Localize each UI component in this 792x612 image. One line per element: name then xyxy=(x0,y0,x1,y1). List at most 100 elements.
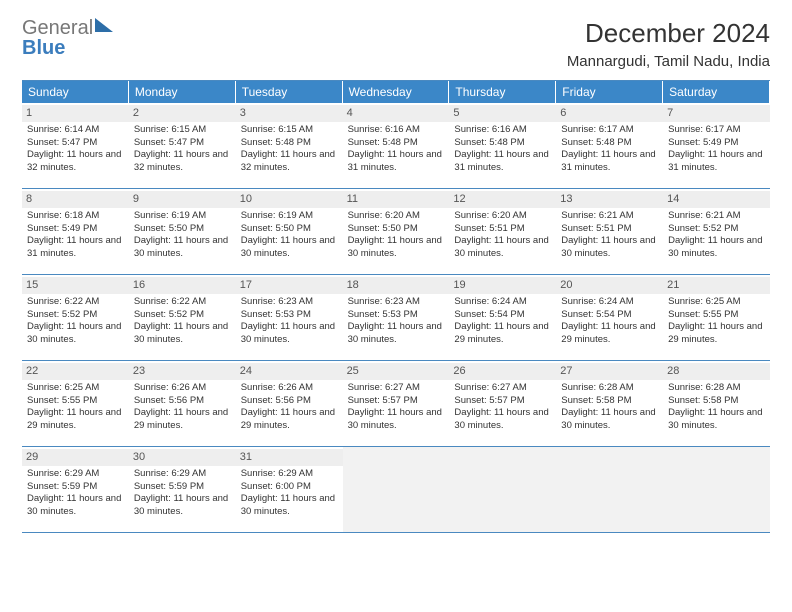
day-number: 9 xyxy=(129,191,236,208)
day-info: Sunrise: 6:17 AMSunset: 5:49 PMDaylight:… xyxy=(667,124,766,175)
logo-text: General Blue xyxy=(22,18,113,58)
day-number: 4 xyxy=(343,105,450,122)
dow-header: Monday xyxy=(129,81,236,103)
dow-header: Tuesday xyxy=(236,81,343,103)
calendar-grid: SundayMondayTuesdayWednesdayThursdayFrid… xyxy=(22,80,770,533)
calendar-cell xyxy=(449,447,556,533)
day-number: 1 xyxy=(22,105,129,122)
day-number: 3 xyxy=(236,105,343,122)
calendar-cell: 10Sunrise: 6:19 AMSunset: 5:50 PMDayligh… xyxy=(236,189,343,275)
day-number: 24 xyxy=(236,363,343,380)
day-info: Sunrise: 6:16 AMSunset: 5:48 PMDaylight:… xyxy=(347,124,446,175)
day-info: Sunrise: 6:29 AMSunset: 5:59 PMDaylight:… xyxy=(26,468,125,519)
day-info: Sunrise: 6:24 AMSunset: 5:54 PMDaylight:… xyxy=(560,296,659,347)
day-info: Sunrise: 6:25 AMSunset: 5:55 PMDaylight:… xyxy=(667,296,766,347)
logo-triangle-icon xyxy=(95,18,113,32)
day-info: Sunrise: 6:22 AMSunset: 5:52 PMDaylight:… xyxy=(26,296,125,347)
calendar-cell: 21 Sunrise: 6:25 AMSunset: 5:55 PMDayligh… xyxy=(663,275,770,361)
day-info: Sunrise: 6:21 AMSunset: 5:52 PMDaylight:… xyxy=(667,210,766,261)
calendar-cell: 23 Sunrise: 6:26 AMSunset: 5:56 PMDayligh… xyxy=(129,361,236,447)
day-number: 6 xyxy=(556,105,663,122)
calendar-cell: 26Sunrise: 6:27 AMSunset: 5:57 PMDayligh… xyxy=(449,361,556,447)
dow-header: Sunday xyxy=(22,81,129,103)
calendar-cell: 22Sunrise: 6:25 AMSunset: 5:55 PMDayligh… xyxy=(22,361,129,447)
day-info: Sunrise: 6:18 AMSunset: 5:49 PMDaylight:… xyxy=(26,210,125,261)
day-number: 5 xyxy=(449,105,556,122)
calendar-cell: 7 Sunrise: 6:17 AMSunset: 5:49 PMDaylight… xyxy=(663,103,770,189)
day-number: 16 xyxy=(129,277,236,294)
day-info: Sunrise: 6:27 AMSunset: 5:57 PMDaylight:… xyxy=(347,382,446,433)
calendar-cell: 24 Sunrise: 6:26 AMSunset: 5:56 PMDayligh… xyxy=(236,361,343,447)
calendar-cell: 27 Sunrise: 6:28 AMSunset: 5:58 PMDayligh… xyxy=(556,361,663,447)
header: General Blue December 2024 Mannargudi, T… xyxy=(22,18,770,70)
day-number: 27 xyxy=(556,363,663,380)
day-number: 11 xyxy=(343,191,450,208)
day-info: Sunrise: 6:20 AMSunset: 5:51 PMDaylight:… xyxy=(453,210,552,261)
calendar-cell xyxy=(663,447,770,533)
day-info: Sunrise: 6:17 AMSunset: 5:48 PMDaylight:… xyxy=(560,124,659,175)
day-number: 29 xyxy=(22,449,129,466)
calendar-cell: 3 Sunrise: 6:15 AMSunset: 5:48 PMDaylight… xyxy=(236,103,343,189)
calendar-cell: 18 Sunrise: 6:23 AMSunset: 5:53 PMDayligh… xyxy=(343,275,450,361)
calendar-cell xyxy=(343,447,450,533)
logo-text-blue: Blue xyxy=(22,37,65,59)
day-number: 17 xyxy=(236,277,343,294)
day-number: 18 xyxy=(343,277,450,294)
calendar-cell: 1 Sunrise: 6:14 AMSunset: 5:47 PMDaylight… xyxy=(22,103,129,189)
calendar-cell: 16Sunrise: 6:22 AMSunset: 5:52 PMDayligh… xyxy=(129,275,236,361)
logo: General Blue xyxy=(22,18,113,58)
day-info: Sunrise: 6:14 AMSunset: 5:47 PMDaylight:… xyxy=(26,124,125,175)
day-number: 25 xyxy=(343,363,450,380)
day-number: 7 xyxy=(663,105,770,122)
calendar-cell: 17Sunrise: 6:23 AMSunset: 5:53 PMDayligh… xyxy=(236,275,343,361)
calendar-cell: 2 Sunrise: 6:15 AMSunset: 5:47 PMDaylight… xyxy=(129,103,236,189)
calendar-cell: 4 Sunrise: 6:16 AMSunset: 5:48 PMDaylight… xyxy=(343,103,450,189)
calendar-cell: 9 Sunrise: 6:19 AMSunset: 5:50 PMDaylight… xyxy=(129,189,236,275)
calendar-cell: 5 Sunrise: 6:16 AMSunset: 5:48 PMDaylight… xyxy=(449,103,556,189)
calendar-cell: 14Sunrise: 6:21 AMSunset: 5:52 PMDayligh… xyxy=(663,189,770,275)
day-number: 19 xyxy=(449,277,556,294)
day-info: Sunrise: 6:19 AMSunset: 5:50 PMDaylight:… xyxy=(240,210,339,261)
day-info: Sunrise: 6:23 AMSunset: 5:53 PMDaylight:… xyxy=(347,296,446,347)
day-info: Sunrise: 6:28 AMSunset: 5:58 PMDaylight:… xyxy=(667,382,766,433)
calendar-cell: 13Sunrise: 6:21 AMSunset: 5:51 PMDayligh… xyxy=(556,189,663,275)
day-number: 8 xyxy=(22,191,129,208)
day-number: 23 xyxy=(129,363,236,380)
calendar-cell: 19 Sunrise: 6:24 AMSunset: 5:54 PMDayligh… xyxy=(449,275,556,361)
day-info: Sunrise: 6:29 AMSunset: 5:59 PMDaylight:… xyxy=(133,468,232,519)
dow-header: Wednesday xyxy=(343,81,450,103)
day-info: Sunrise: 6:19 AMSunset: 5:50 PMDaylight:… xyxy=(133,210,232,261)
calendar-cell: 15 Sunrise: 6:22 AMSunset: 5:52 PMDayligh… xyxy=(22,275,129,361)
dow-header: Friday xyxy=(556,81,663,103)
day-number: 21 xyxy=(663,277,770,294)
calendar-cell: 31Sunrise: 6:29 AMSunset: 6:00 PMDayligh… xyxy=(236,447,343,533)
calendar-cell: 20Sunrise: 6:24 AMSunset: 5:54 PMDayligh… xyxy=(556,275,663,361)
day-number: 15 xyxy=(22,277,129,294)
day-info: Sunrise: 6:15 AMSunset: 5:48 PMDaylight:… xyxy=(240,124,339,175)
day-info: Sunrise: 6:28 AMSunset: 5:58 PMDaylight:… xyxy=(560,382,659,433)
calendar-cell: 11 Sunrise: 6:20 AMSunset: 5:50 PMDayligh… xyxy=(343,189,450,275)
day-number: 12 xyxy=(449,191,556,208)
day-number: 13 xyxy=(556,191,663,208)
calendar-cell: 30 Sunrise: 6:29 AMSunset: 5:59 PMDayligh… xyxy=(129,447,236,533)
logo-text-gray: General xyxy=(22,17,93,39)
month-title: December 2024 xyxy=(567,18,770,49)
day-info: Sunrise: 6:29 AMSunset: 6:00 PMDaylight:… xyxy=(240,468,339,519)
day-info: Sunrise: 6:20 AMSunset: 5:50 PMDaylight:… xyxy=(347,210,446,261)
day-info: Sunrise: 6:27 AMSunset: 5:57 PMDaylight:… xyxy=(453,382,552,433)
calendar-cell: 29 Sunrise: 6:29 AMSunset: 5:59 PMDayligh… xyxy=(22,447,129,533)
calendar-cell: 28Sunrise: 6:28 AMSunset: 5:58 PMDayligh… xyxy=(663,361,770,447)
calendar-cell: 25 Sunrise: 6:27 AMSunset: 5:57 PMDayligh… xyxy=(343,361,450,447)
calendar-cell: 6 Sunrise: 6:17 AMSunset: 5:48 PMDaylight… xyxy=(556,103,663,189)
day-info: Sunrise: 6:16 AMSunset: 5:48 PMDaylight:… xyxy=(453,124,552,175)
day-number: 30 xyxy=(129,449,236,466)
day-number: 22 xyxy=(22,363,129,380)
day-info: Sunrise: 6:26 AMSunset: 5:56 PMDaylight:… xyxy=(133,382,232,433)
day-info: Sunrise: 6:24 AMSunset: 5:54 PMDaylight:… xyxy=(453,296,552,347)
day-info: Sunrise: 6:26 AMSunset: 5:56 PMDaylight:… xyxy=(240,382,339,433)
dow-header: Thursday xyxy=(449,81,556,103)
calendar-cell: 8 Sunrise: 6:18 AMSunset: 5:49 PMDaylight… xyxy=(22,189,129,275)
day-info: Sunrise: 6:15 AMSunset: 5:47 PMDaylight:… xyxy=(133,124,232,175)
day-number: 2 xyxy=(129,105,236,122)
title-block: December 2024 Mannargudi, Tamil Nadu, In… xyxy=(567,18,770,70)
